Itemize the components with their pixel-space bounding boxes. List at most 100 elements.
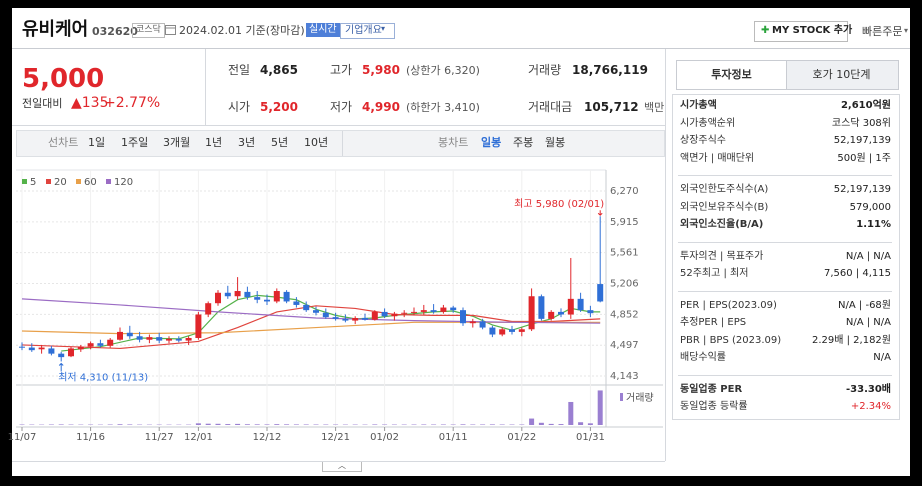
candle-body: [156, 337, 163, 341]
info-label: 동일업종 PER: [680, 383, 743, 395]
realtime-badge[interactable]: 실시간: [306, 23, 340, 37]
summary-extra: (상한가 6,320): [406, 64, 480, 77]
volume-bar: [421, 424, 427, 425]
summary-value: 5,200: [260, 100, 298, 114]
candle-body: [77, 346, 84, 350]
volume-bar: [284, 424, 290, 425]
y-tick-label: 4,143: [610, 371, 639, 382]
company-info-button[interactable]: 기업개요: [340, 23, 395, 39]
legend-label: 60: [84, 177, 97, 188]
volume-bar: [264, 424, 270, 425]
candle-body: [489, 327, 496, 335]
info-tab[interactable]: 호가 10단계: [812, 68, 871, 81]
y-tick-label: 5,206: [610, 279, 639, 290]
candle-tab[interactable]: 주봉: [513, 136, 534, 149]
divider: [205, 49, 206, 125]
info-value: N/A | N/A: [845, 250, 891, 262]
candle-tab[interactable]: 월봉: [545, 136, 566, 149]
candle-tab[interactable]: 일봉: [481, 136, 502, 149]
moving-average-line: [21, 305, 601, 350]
candle-body: [283, 291, 290, 302]
period-tab[interactable]: 1년: [205, 136, 223, 149]
my-stock-label: MY STOCK 추가: [772, 25, 853, 36]
candle-body: [469, 321, 476, 324]
legend-swatch: [106, 179, 111, 184]
info-divider: [678, 374, 892, 376]
info-label: 52주최고 | 최저: [680, 268, 749, 279]
stock-code: 032620: [92, 25, 138, 38]
divider: [12, 461, 665, 462]
summary-value: 18,766,119: [572, 63, 648, 77]
period-label: 봉차트: [438, 136, 469, 149]
info-value: 52,197,139: [833, 184, 891, 195]
period-tab[interactable]: 5년: [271, 136, 289, 149]
volume-bar: [372, 424, 378, 425]
x-tick-label: 12/01: [184, 432, 213, 443]
candle-body: [371, 311, 378, 320]
info-value: 2,610억원: [840, 100, 891, 111]
legend-label: 120: [114, 177, 133, 188]
candle-body: [440, 307, 447, 312]
legend-swatch: [22, 179, 27, 184]
candle-body: [303, 304, 310, 311]
volume-bar: [587, 423, 593, 425]
x-tick-label: 11/27: [145, 432, 174, 443]
info-box: [672, 94, 900, 420]
candle-body: [87, 343, 94, 347]
x-tick-label: 12/21: [321, 432, 350, 443]
candle-body: [460, 310, 466, 324]
summary-value: 4,990: [362, 100, 400, 114]
volume-bar: [489, 424, 495, 425]
candle-body: [352, 317, 359, 321]
candle-body: [538, 296, 545, 319]
volume-bar: [244, 424, 250, 425]
candle-body: [577, 298, 584, 311]
y-tick-label: 6,270: [610, 186, 639, 197]
info-tab[interactable]: 투자정보: [711, 68, 752, 81]
legend-label: 5: [30, 177, 36, 188]
candle-body: [273, 291, 280, 302]
period-tab[interactable]: 1주일: [121, 136, 149, 149]
volume-bar: [558, 424, 564, 425]
candle-body: [342, 318, 349, 321]
volume-bar: [548, 423, 554, 425]
volume-bar: [254, 424, 260, 425]
info-tab-frame: [676, 60, 899, 90]
quick-order[interactable]: 빠른주문: [862, 25, 903, 38]
inactive-tab: [786, 61, 898, 89]
volume-bar: [195, 423, 201, 425]
info-value: 1.11%: [856, 219, 891, 230]
candle-body: [401, 312, 408, 314]
period-tab[interactable]: 1일: [88, 136, 106, 149]
volume-bar: [460, 424, 466, 425]
period-tab[interactable]: 10년: [304, 136, 329, 149]
y-tick-label: 4,497: [610, 340, 639, 351]
annotation-arrow: [597, 210, 603, 216]
volume-bar: [215, 423, 221, 425]
current-price: 5,000: [22, 64, 105, 94]
change-rate: +2.77%: [104, 95, 161, 111]
info-label: 시가총액순위: [680, 117, 736, 129]
moving-average-line: [21, 298, 601, 324]
summary-label: 거래량: [528, 63, 562, 77]
moving-average-line: [21, 321, 601, 335]
candle-body: [450, 307, 457, 311]
period-bar: [16, 130, 665, 157]
volume-bar: [127, 424, 133, 425]
candle-body: [175, 338, 182, 341]
volume-label: 거래량: [626, 392, 654, 404]
period-tab[interactable]: 3년: [238, 136, 256, 149]
volume-bar: [117, 424, 123, 425]
info-value: 2.29배 | 2,182원: [811, 334, 891, 346]
info-label: 외국인소진율(B/A): [680, 219, 764, 230]
divider: [342, 131, 343, 156]
info-label: 추정PER | EPS: [680, 317, 747, 328]
my-stock-button[interactable]: [754, 21, 848, 42]
divider: [665, 49, 666, 461]
volume-bar: [235, 423, 241, 425]
candle-body: [313, 310, 319, 313]
candle-body: [224, 292, 231, 297]
period-tab[interactable]: 3개월: [163, 136, 191, 149]
collapse-button[interactable]: ︿: [322, 462, 362, 472]
